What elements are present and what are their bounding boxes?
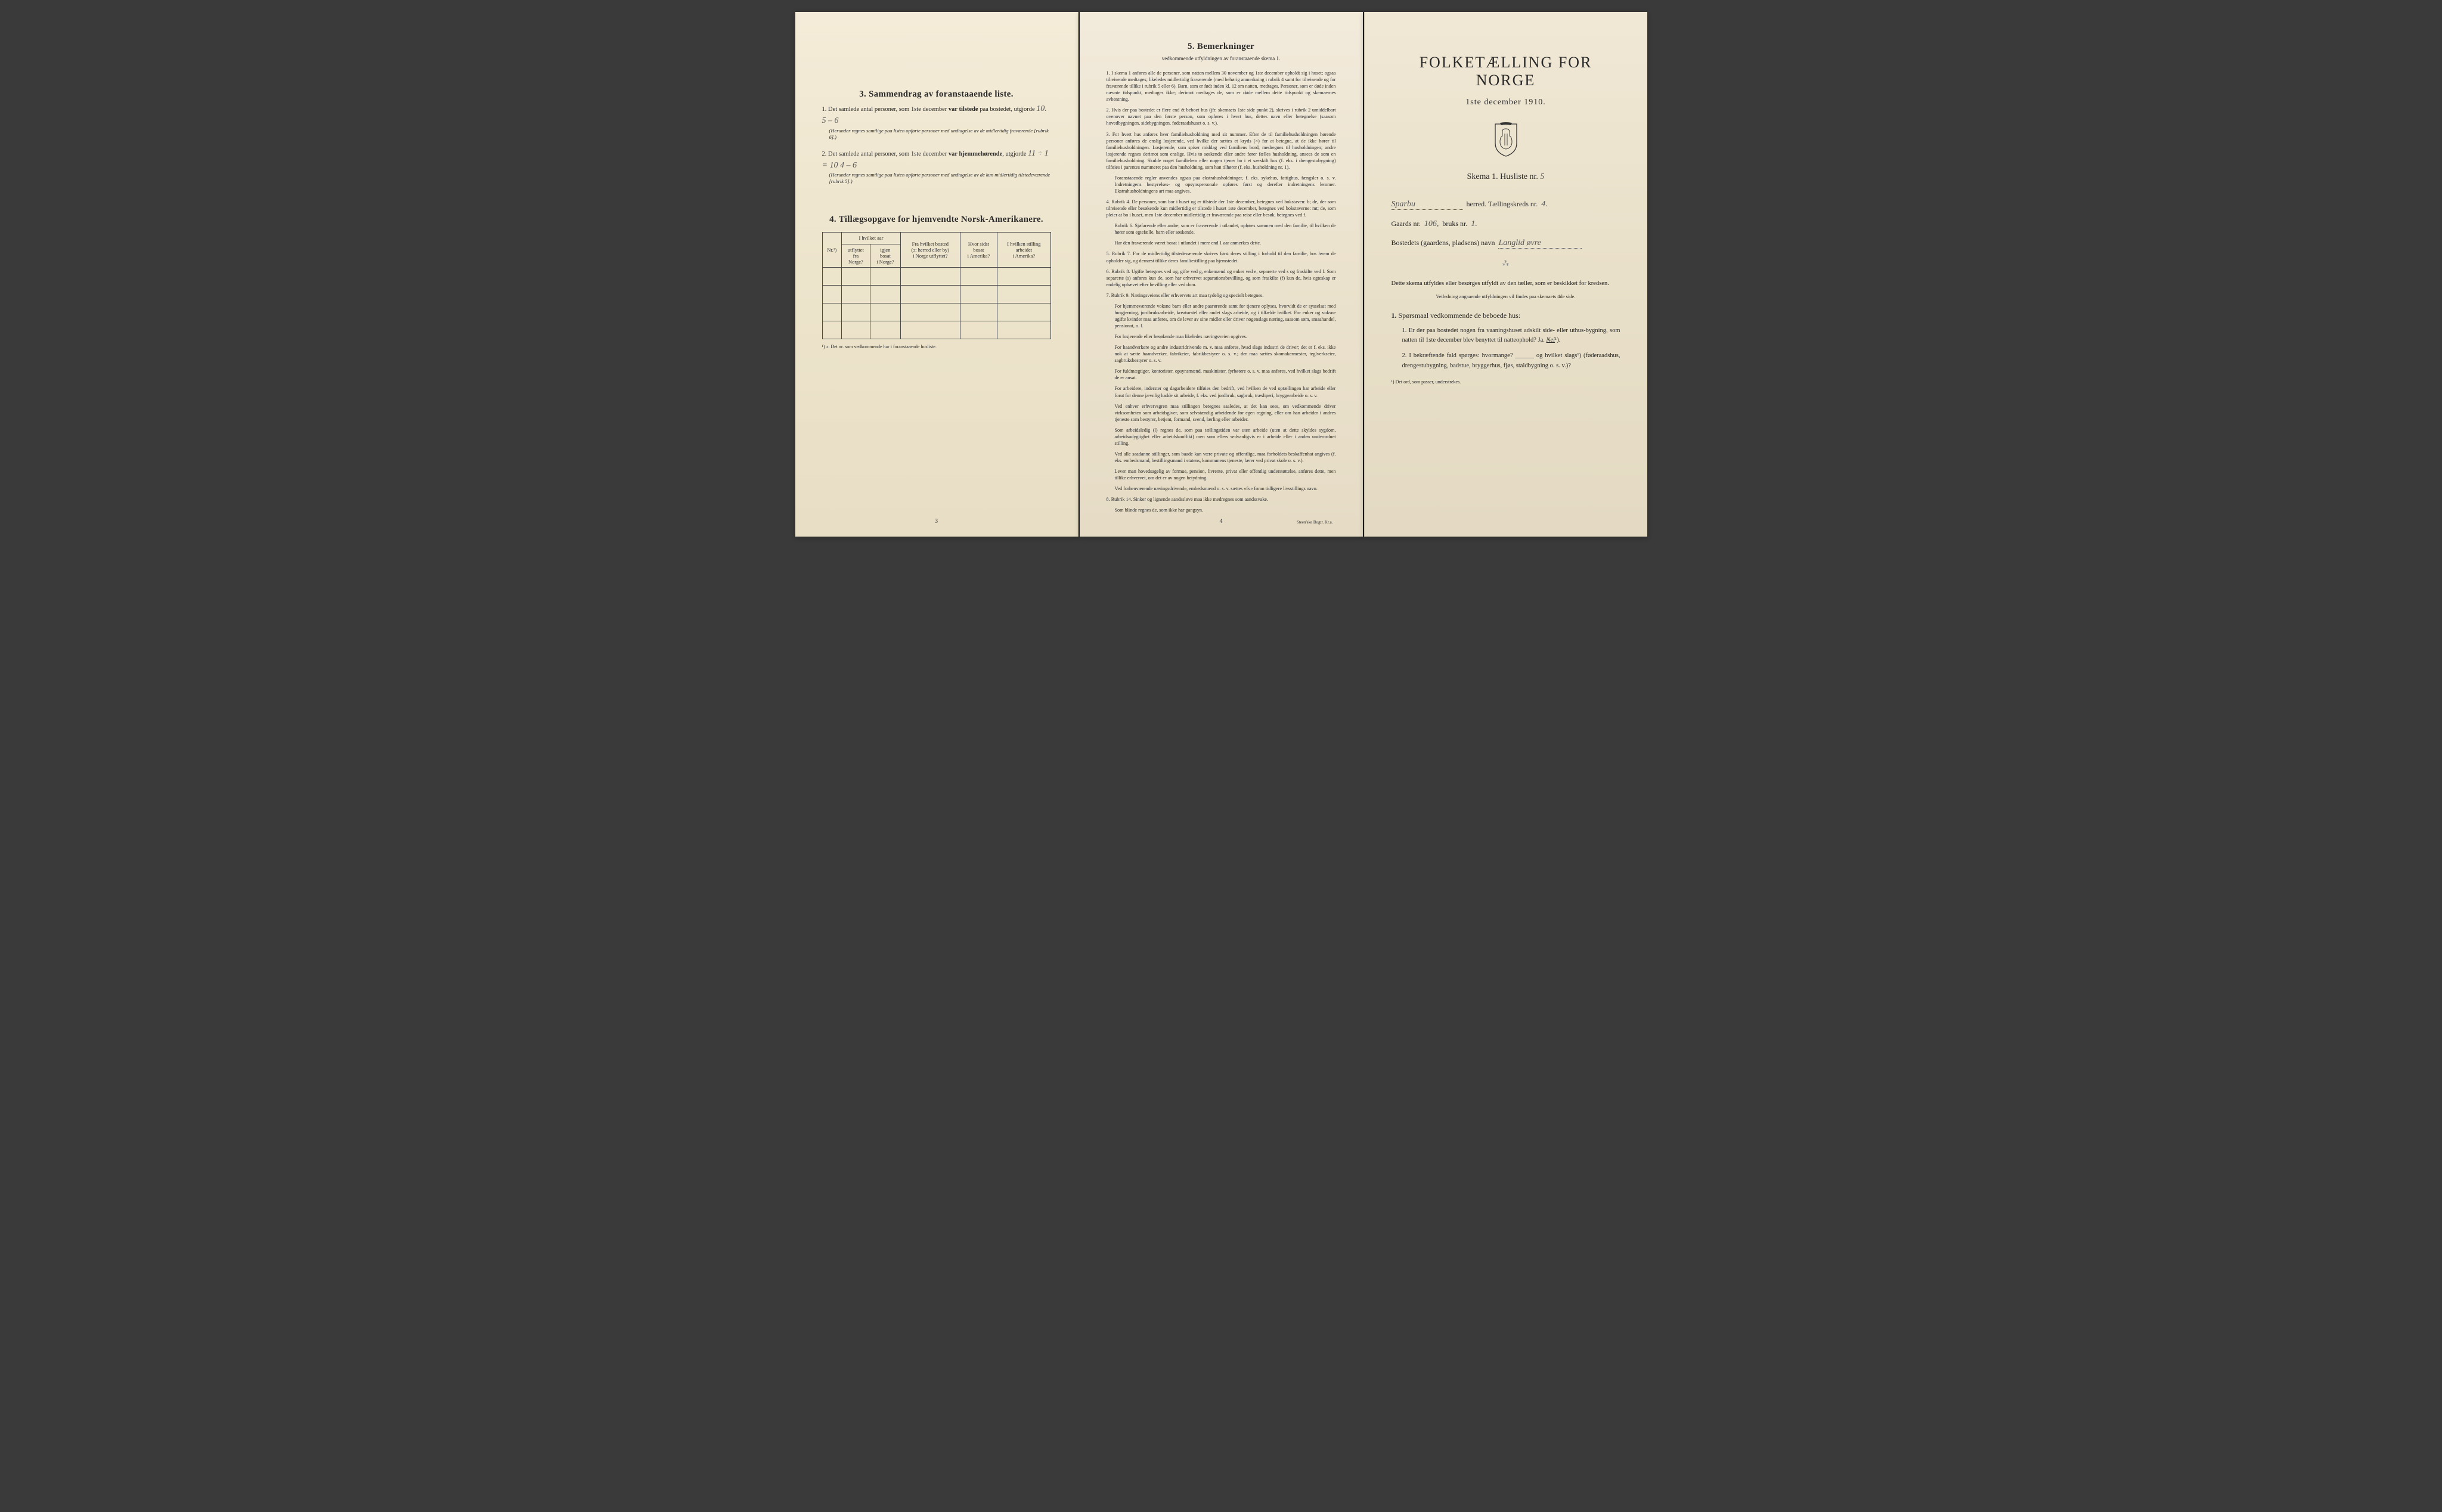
gaard-line: Gaards nr. 106, bruks nr. 1. <box>1392 219 1620 229</box>
col-group-aar: I hvilket aar <box>841 233 900 244</box>
rule-7h: Som arbeidsledig (l) regnes de, som paa … <box>1115 427 1336 447</box>
skema-line: Skema 1. Husliste nr. 5 <box>1392 172 1620 182</box>
item2-pre: 2. Det samlede antal personer, som 1ste … <box>822 151 949 157</box>
col-igjen: igjen bosat i Norge? <box>870 244 900 268</box>
coat-of-arms-icon <box>1392 122 1620 160</box>
section-3: 3. Sammendrag av foranstaaende liste. 1.… <box>822 89 1051 185</box>
kreds-handwritten: 4. <box>1541 200 1548 209</box>
table-footnote: ¹) ɔ: Det nr. som vedkommende har i fora… <box>822 344 1051 349</box>
table-row <box>822 286 1050 303</box>
rule-3b: Foranstaaende regler anvendes ogsaa paa … <box>1115 175 1336 194</box>
page3-footnote: ¹) Det ord, som passer, understrekes. <box>1392 379 1620 385</box>
main-title: FOLKETÆLLING FOR NORGE <box>1392 54 1620 89</box>
rule-2: 2. Hvis der paa bostedet er flere end ét… <box>1107 107 1336 126</box>
rules-list: 1. I skema 1 anføres alle de personer, s… <box>1107 70 1336 513</box>
rule-4c: Har den fraværende været bosat i utlande… <box>1115 240 1336 246</box>
instruction-2: Veiledning angaaende utfyldningen vil fi… <box>1392 293 1620 299</box>
rule-4: 4. Rubrik 4. De personer, som bor i huse… <box>1107 199 1336 218</box>
col-fra: Fra hvilket bosted (ɔ: herred eller by) … <box>901 233 960 268</box>
item2-post: , utgjorde <box>1002 151 1028 157</box>
col-hvor: Hvor sidst bosat i Amerika? <box>960 233 997 268</box>
rule-1: 1. I skema 1 anføres alle de personer, s… <box>1107 70 1336 103</box>
answer-nei: Nei <box>1547 337 1555 343</box>
rule-7e: For fuldmægtiger, kontorister, opsynsmæn… <box>1115 368 1336 381</box>
question-2: 2. I bekræftende fald spørges: hvormange… <box>1402 351 1620 371</box>
herred-line: Sparbu herred. Tællingskreds nr. 4. <box>1392 200 1620 210</box>
table-row <box>822 303 1050 321</box>
page-left: 3. Sammendrag av foranstaaende liste. 1.… <box>795 12 1079 537</box>
item2-note: (Herunder regnes samtlige paa listen opf… <box>829 172 1051 185</box>
item1-post: paa bostedet, utgjorde <box>978 106 1037 113</box>
rule-7i: Ved alle saadanne stillinger, som baade … <box>1115 451 1336 464</box>
document-spread: 3. Sammendrag av foranstaaende liste. 1.… <box>795 12 1647 537</box>
col-nr: Nr.¹) <box>822 233 841 268</box>
bosted-handwritten: Langlid øvre <box>1498 238 1582 249</box>
item1-pre: 1. Det samlede antal personer, som 1ste … <box>822 106 949 113</box>
rule-7k: Ved forhenværende næringsdrivende, embed… <box>1115 485 1336 492</box>
item2-bold: var hjemmehørende <box>949 151 1002 157</box>
section-4-heading: 4. Tillægsopgave for hjemvendte Norsk-Am… <box>822 215 1051 225</box>
husliste-nr-handwritten: 5 <box>1540 172 1544 181</box>
rule-3: 3. For hvert hus anføres hver familiehus… <box>1107 131 1336 171</box>
rule-8b: Som blinde regnes de, som ikke har gangs… <box>1115 507 1336 513</box>
rule-4b: Rubrik 6. Sjøfarende eller andre, som er… <box>1115 222 1336 236</box>
table-row <box>822 268 1050 286</box>
rule-7j: Lever man hovedsagelig av formue, pensio… <box>1115 468 1336 481</box>
herred-handwritten: Sparbu <box>1392 200 1463 210</box>
page-number: 3 <box>935 518 938 525</box>
rule-6: 6. Rubrik 8. Ugifte betegnes ved ug, gif… <box>1107 268 1336 288</box>
rule-7d: For haandverkere og andre industridriven… <box>1115 344 1336 364</box>
ornament-divider: ⁂ <box>1392 259 1620 268</box>
item-2: 2. Det samlede antal personer, som 1ste … <box>822 148 1051 185</box>
section-5-subheading: vedkommende utfyldningen av foranstaaend… <box>1107 55 1336 61</box>
census-date: 1ste december 1910. <box>1392 98 1620 107</box>
instruction-1: Dette skema utfyldes eller besørges utfy… <box>1392 279 1620 289</box>
bruk-nr-handwritten: 1. <box>1471 219 1477 229</box>
rule-7b: For hjemmeværende voksne barn eller andr… <box>1115 303 1336 329</box>
section-5-heading: 5. Bemerkninger <box>1107 42 1336 52</box>
amerikanere-table: Nr.¹) I hvilket aar Fra hvilket bosted (… <box>822 232 1051 339</box>
col-stilling: I hvilken stilling arbeidet i Amerika? <box>997 233 1050 268</box>
question-1: 1. Er der paa bostedet nogen fra vaaning… <box>1402 326 1620 346</box>
rule-7g: Ved enhver erhvervsgren maa stillingen b… <box>1115 403 1336 423</box>
bosted-line: Bostedets (gaardens, pladsens) navn Lang… <box>1392 238 1620 249</box>
section-3-heading: 3. Sammendrag av foranstaaende liste. <box>822 89 1051 100</box>
rule-7f: For arbeidere, inderster og dagarbeidere… <box>1115 385 1336 398</box>
printer-mark: Steen'ske Bogtr. Kr.a. <box>1297 520 1333 525</box>
rule-7: 7. Rubrik 9. Næringsveiens eller erhverv… <box>1107 292 1336 299</box>
item1-note: (Herunder regnes samtlige paa listen opf… <box>829 128 1051 141</box>
col-utflyttet: utflyttet fra Norge? <box>841 244 870 268</box>
page-number: 4 <box>1220 518 1223 525</box>
table-row <box>822 321 1050 339</box>
item-1: 1. Det samlede antal personer, som 1ste … <box>822 103 1051 141</box>
item1-bold: var tilstede <box>949 106 978 113</box>
page-middle: 5. Bemerkninger vedkommende utfyldningen… <box>1080 12 1363 537</box>
rule-5: 5. Rubrik 7. For de midlertidig tilstede… <box>1107 250 1336 264</box>
rule-7c: For losjerende eller besøkende maa likel… <box>1115 333 1336 340</box>
section-4: 4. Tillægsopgave for hjemvendte Norsk-Am… <box>822 215 1051 349</box>
gaard-nr-handwritten: 106, <box>1424 219 1439 229</box>
page-right: FOLKETÆLLING FOR NORGE 1ste december 191… <box>1364 12 1647 537</box>
question-heading: 1. Spørsmaal vedkommende de beboede hus: <box>1392 311 1620 320</box>
rule-8: 8. Rubrik 14. Sinker og lignende aandssl… <box>1107 496 1336 503</box>
